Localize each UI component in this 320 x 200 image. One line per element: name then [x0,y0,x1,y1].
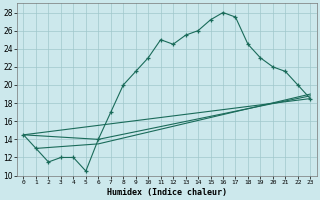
X-axis label: Humidex (Indice chaleur): Humidex (Indice chaleur) [107,188,227,197]
